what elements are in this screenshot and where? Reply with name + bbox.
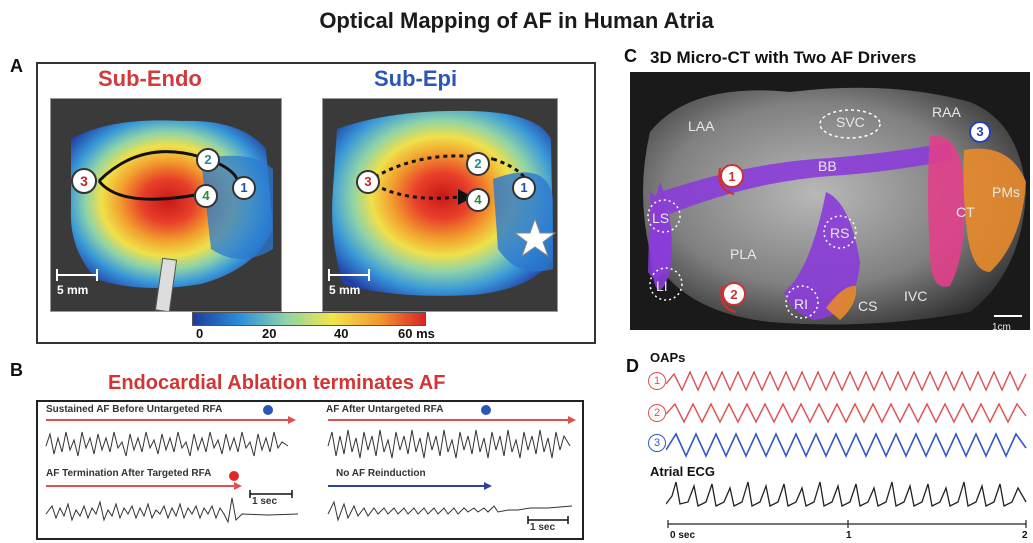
epi-marker-4: 4 xyxy=(466,188,490,212)
sub-endo-title: Sub-Endo xyxy=(98,66,202,91)
endo-marker-4: 4 xyxy=(194,184,218,208)
trace-label-br: No AF Reinduction xyxy=(336,468,426,479)
ablation-traces xyxy=(45,405,576,524)
label-ls: LS xyxy=(652,210,670,226)
oap-index-3: 3 xyxy=(648,434,666,452)
scale-label-epi: 5 mm xyxy=(329,283,361,297)
label-laa: LAA xyxy=(688,118,715,134)
label-ri: RI xyxy=(794,296,808,312)
oap-index-1: 1 xyxy=(648,372,666,390)
epi-marker-3: 3 xyxy=(356,170,380,194)
label-li: LI xyxy=(656,278,668,294)
micro-ct-image xyxy=(630,72,1030,330)
panel-d-letter: D xyxy=(626,356,639,376)
sub-endo-map: 5 mm xyxy=(50,98,282,312)
sub-endo-activation-map xyxy=(56,120,274,311)
scale-label-endo: 5 mm xyxy=(57,283,89,297)
figure-title: Optical Mapping of AF in Human Atria xyxy=(319,8,714,33)
axis-label-1: 1 xyxy=(846,530,852,541)
label-ivc: IVC xyxy=(904,288,928,304)
sub-epi-map: 5 mm xyxy=(322,98,558,312)
colorbar-tick-40: 40 xyxy=(334,326,349,341)
panel-a-letter: A xyxy=(10,56,23,76)
activation-colorbar xyxy=(192,312,426,326)
scale-label-br: 1 sec xyxy=(530,522,556,533)
colorbar-tick-0: 0 xyxy=(196,326,204,341)
scale-label-bl: 1 sec xyxy=(252,496,278,507)
label-raa: RAA xyxy=(932,104,961,120)
ct-driver-3: 3 xyxy=(976,124,984,139)
trace-label-tl: Sustained AF Before Untargeted RFA xyxy=(46,404,223,415)
micro-ct-title: 3D Micro-CT with Two AF Drivers xyxy=(650,48,917,67)
panel-b-box xyxy=(36,400,584,540)
ct-driver-1: 1 xyxy=(728,169,736,184)
panel-c-letter: C xyxy=(624,46,637,66)
label-scale-1cm: 1cm xyxy=(992,322,1011,333)
label-svc: SVC xyxy=(836,114,865,130)
label-rs: RS xyxy=(830,225,850,241)
colorbar-tick-60: 60 ms xyxy=(398,326,435,341)
axis-label-2: 2 xyxy=(1022,530,1028,541)
sub-epi-activation-map xyxy=(328,110,557,296)
panel-b-letter: B xyxy=(10,360,23,380)
sub-epi-title: Sub-Epi xyxy=(374,66,458,91)
endo-marker-1: 1 xyxy=(232,176,256,200)
ct-driver-2: 2 xyxy=(730,287,738,302)
epi-marker-2: 2 xyxy=(466,152,490,176)
trace-label-tr: AF After Untargeted RFA xyxy=(326,404,444,415)
axis-label-0-sec: 0 sec xyxy=(670,530,696,541)
label-pla: PLA xyxy=(730,246,757,262)
label-ct: CT xyxy=(956,204,975,220)
oaps-label: OAPs xyxy=(650,350,686,365)
atria-render xyxy=(643,87,1026,325)
label-pms: PMs xyxy=(992,184,1020,200)
oap-ecg-traces xyxy=(666,370,1027,528)
oap-index-2: 2 xyxy=(648,404,666,422)
label-bb: BB xyxy=(818,158,837,174)
ablation-title: Endocardial Ablation terminates AF xyxy=(108,372,446,394)
trace-label-bl: AF Termination After Targeted RFA xyxy=(46,468,212,479)
epi-marker-1: 1 xyxy=(512,176,536,200)
endo-marker-3: 3 xyxy=(71,168,97,194)
endo-marker-2: 2 xyxy=(196,148,220,172)
label-cs: CS xyxy=(858,298,878,314)
ecg-label: Atrial ECG xyxy=(650,464,716,479)
colorbar-tick-20: 20 xyxy=(262,326,277,341)
